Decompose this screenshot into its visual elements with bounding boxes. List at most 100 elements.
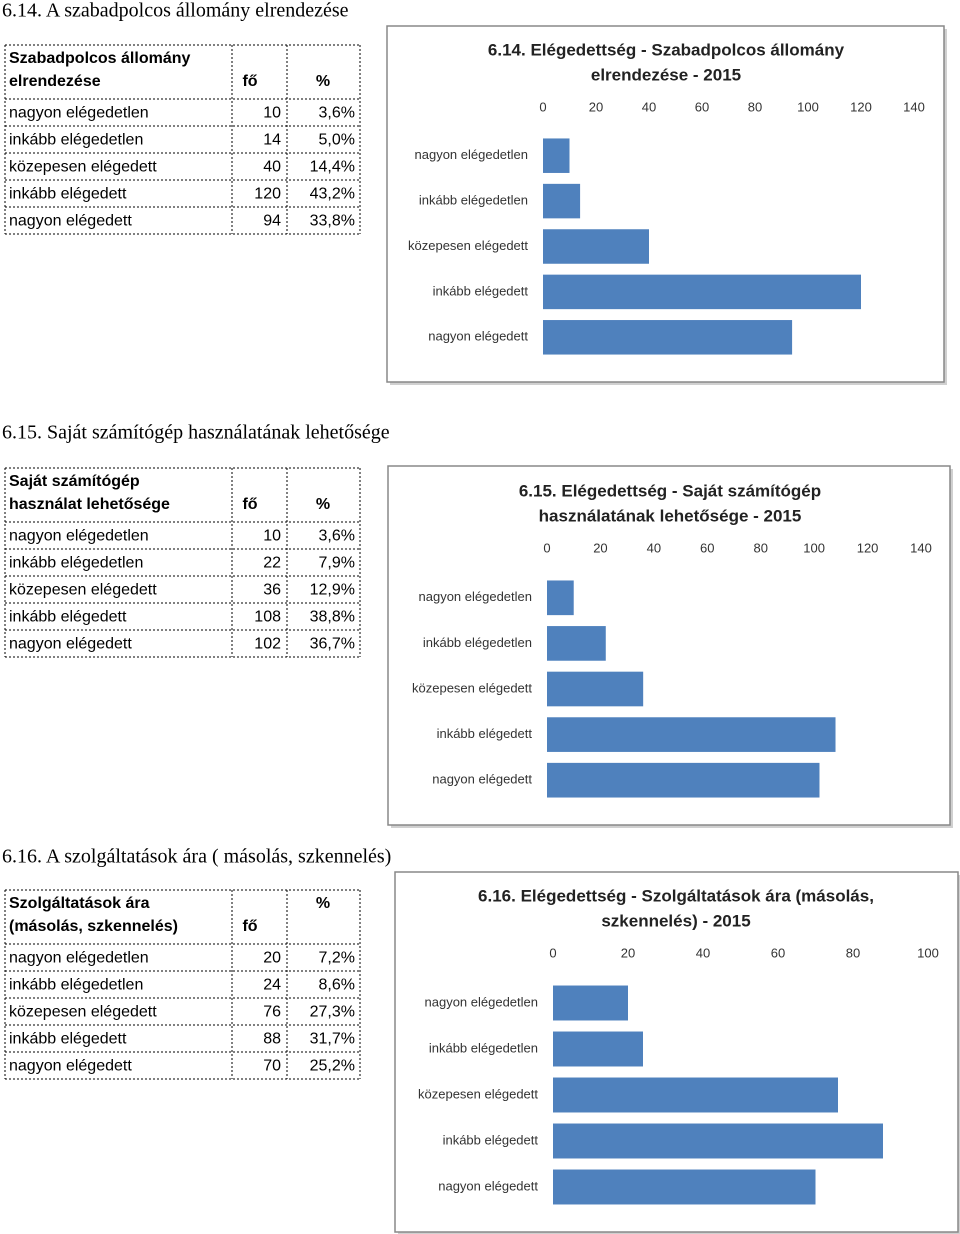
table-cell: közepesen elégedett — [9, 159, 157, 176]
category-label: inkább elégedett — [443, 1132, 539, 1147]
table-cell: 20 — [263, 950, 281, 967]
table-cell: 70 — [263, 1058, 281, 1075]
x-tick-label: 100 — [797, 99, 819, 114]
table-cell: 3,6% — [319, 528, 355, 545]
table-cell: 14,4% — [310, 159, 355, 176]
table-header: % — [316, 895, 330, 912]
table-cell: inkább elégedetlen — [9, 977, 143, 994]
x-tick-label: 40 — [642, 99, 656, 114]
table-header: % — [316, 73, 330, 90]
table-cell: közepesen elégedett — [9, 582, 157, 599]
bar — [547, 626, 606, 661]
table-header: fő — [242, 496, 257, 513]
bar — [543, 138, 570, 173]
table-cell: 36,7% — [310, 636, 355, 653]
x-tick-label: 0 — [549, 945, 556, 960]
table-header: fő — [242, 73, 257, 90]
category-label: nagyon elégedetlen — [415, 147, 529, 162]
bar — [543, 183, 581, 219]
table-header: Szabadpolcos állomány — [9, 50, 190, 67]
chart-title: elrendezése - 2015 — [591, 65, 741, 84]
table-header: % — [316, 496, 330, 513]
table-cell: inkább elégedett — [9, 186, 127, 203]
table-header: (másolás, szkennelés) — [9, 918, 178, 935]
x-tick-label: 140 — [903, 99, 925, 114]
table-header: fő — [242, 918, 257, 935]
x-tick-label: 40 — [696, 945, 710, 960]
x-tick-label: 120 — [850, 99, 872, 114]
table-header: Szolgáltatások ára — [9, 895, 150, 912]
table-cell: 27,3% — [310, 1004, 355, 1021]
x-tick-label: 120 — [857, 540, 879, 555]
table-header: Saját számítógép — [9, 473, 140, 490]
table-cell: nagyon elégedetlen — [9, 105, 149, 122]
table-cell: 76 — [263, 1004, 281, 1021]
table-cell: 31,7% — [310, 1031, 355, 1048]
x-tick-label: 20 — [593, 540, 607, 555]
x-tick-label: 0 — [543, 540, 550, 555]
table-cell: 8,6% — [319, 977, 355, 994]
table-cell: nagyon elégedett — [9, 1058, 132, 1075]
table-cell: nagyon elégedett — [9, 213, 132, 230]
bar — [547, 762, 820, 798]
table-cell: 120 — [254, 186, 281, 203]
bar — [543, 320, 793, 355]
category-label: nagyon elégedetlen — [419, 589, 533, 604]
category-label: nagyon elégedett — [438, 1178, 538, 1193]
section-heading: 6.16. A szolgáltatások ára ( másolás, sz… — [2, 846, 391, 868]
category-label: közepesen elégedett — [408, 238, 528, 253]
x-tick-label: 60 — [771, 945, 785, 960]
category-label: nagyon elégedett — [432, 772, 532, 787]
table-cell: közepesen elégedett — [9, 1004, 157, 1021]
table-cell: inkább elégedett — [9, 609, 127, 626]
table-cell: 24 — [263, 977, 281, 994]
bar — [543, 274, 861, 310]
table-cell: inkább elégedetlen — [9, 132, 143, 149]
table-cell: 7,2% — [319, 950, 355, 967]
table-cell: nagyon elégedetlen — [9, 528, 149, 545]
x-tick-label: 60 — [700, 540, 714, 555]
table-header: elrendezése — [9, 73, 101, 90]
table-cell: 88 — [263, 1031, 281, 1048]
table-cell: 12,9% — [310, 582, 355, 599]
bar — [547, 580, 574, 616]
table-cell: 22 — [263, 555, 281, 572]
table-cell: nagyon elégedett — [9, 636, 132, 653]
table-cell: 40 — [263, 159, 281, 176]
table-cell: 43,2% — [310, 186, 355, 203]
category-label: inkább elégedetlen — [429, 1040, 538, 1055]
chart-title: szkennelés) - 2015 — [601, 911, 750, 930]
section-heading: 6.15. Saját számítógép használatának leh… — [2, 422, 390, 444]
table-cell: 5,0% — [319, 132, 355, 149]
x-tick-label: 40 — [647, 540, 661, 555]
table-cell: 33,8% — [310, 213, 355, 230]
table-cell: 38,8% — [310, 609, 355, 626]
category-label: inkább elégedett — [433, 283, 529, 298]
category-label: inkább elégedetlen — [419, 193, 528, 208]
bar — [553, 985, 628, 1021]
x-tick-label: 100 — [917, 945, 939, 960]
table-header: használat lehetősége — [9, 496, 170, 513]
table-cell: 14 — [263, 132, 281, 149]
table-cell: nagyon elégedetlen — [9, 950, 149, 967]
table-cell: 3,6% — [319, 105, 355, 122]
x-tick-label: 140 — [910, 540, 932, 555]
x-tick-label: 0 — [539, 99, 546, 114]
table-cell: 108 — [254, 609, 281, 626]
category-label: közepesen elégedett — [418, 1086, 538, 1101]
table-cell: 102 — [254, 636, 281, 653]
chart-title: 6.16. Elégedettség - Szolgáltatások ára … — [478, 886, 874, 905]
table-cell: inkább elégedetlen — [9, 555, 143, 572]
category-label: nagyon elégedett — [428, 329, 528, 344]
category-label: nagyon elégedetlen — [425, 994, 539, 1009]
chart-title: 6.14. Elégedettség - Szabadpolcos állomá… — [488, 40, 845, 59]
x-tick-label: 100 — [803, 540, 825, 555]
table-cell: 94 — [263, 213, 281, 230]
x-tick-label: 60 — [695, 99, 709, 114]
x-tick-label: 20 — [621, 945, 635, 960]
table-cell: 36 — [263, 582, 281, 599]
x-tick-label: 20 — [589, 99, 603, 114]
x-tick-label: 80 — [753, 540, 767, 555]
bar — [553, 1077, 838, 1113]
